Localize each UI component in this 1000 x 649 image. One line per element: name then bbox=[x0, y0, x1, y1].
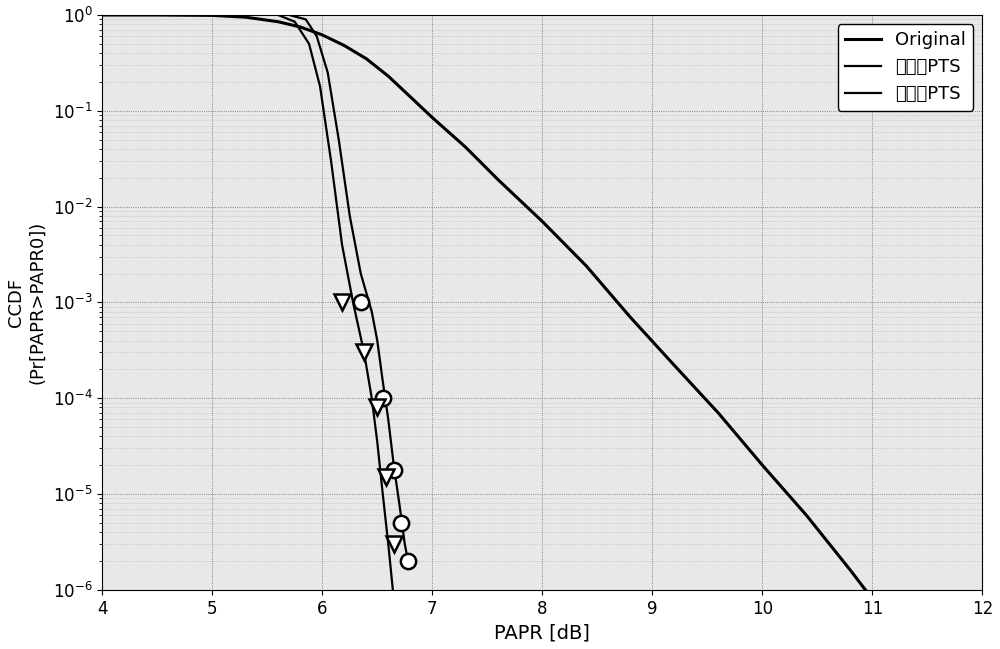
传统的PTS bbox=[283, 11, 295, 19]
改进的PTS bbox=[347, 299, 359, 306]
Original bbox=[316, 31, 328, 39]
传统的PTS bbox=[366, 308, 378, 315]
Y-axis label: CCDF
(Pr[PAPR>PAPR0]): CCDF (Pr[PAPR>PAPR0]) bbox=[7, 221, 46, 384]
改进的PTS bbox=[336, 241, 348, 249]
Line: Original: Original bbox=[102, 15, 977, 649]
改进的PTS bbox=[303, 40, 315, 48]
改进的PTS bbox=[314, 82, 326, 90]
传统的PTS bbox=[344, 212, 356, 220]
改进的PTS bbox=[358, 349, 370, 356]
改进的PTS bbox=[388, 595, 400, 603]
传统的PTS bbox=[393, 499, 405, 507]
改进的PTS bbox=[377, 490, 389, 498]
Original bbox=[536, 217, 548, 225]
改进的PTS bbox=[371, 438, 383, 446]
传统的PTS bbox=[371, 337, 383, 345]
Original bbox=[426, 114, 438, 121]
改进的PTS bbox=[272, 11, 284, 19]
Original bbox=[492, 176, 504, 184]
Line: 改进的PTS: 改进的PTS bbox=[278, 15, 397, 640]
传统的PTS bbox=[382, 415, 394, 423]
Legend: Original, 传统的PTS, 改进的PTS: Original, 传统的PTS, 改进的PTS bbox=[838, 24, 973, 110]
传统的PTS bbox=[355, 269, 367, 277]
Original bbox=[712, 409, 724, 417]
Original bbox=[756, 461, 768, 469]
Original bbox=[338, 42, 350, 49]
Original bbox=[151, 11, 163, 19]
Original bbox=[459, 143, 471, 151]
Original bbox=[239, 13, 251, 21]
Original bbox=[404, 93, 416, 101]
改进的PTS bbox=[382, 540, 394, 548]
Original bbox=[800, 511, 812, 519]
传统的PTS bbox=[300, 16, 312, 23]
Line: 传统的PTS: 传统的PTS bbox=[289, 15, 408, 561]
Original bbox=[580, 262, 592, 270]
传统的PTS bbox=[333, 136, 345, 143]
Original bbox=[206, 12, 218, 19]
传统的PTS bbox=[388, 461, 400, 469]
传统的PTS bbox=[399, 540, 411, 548]
Original bbox=[272, 18, 284, 26]
Original bbox=[624, 313, 636, 321]
传统的PTS bbox=[322, 69, 334, 77]
改进的PTS bbox=[325, 157, 337, 165]
Original bbox=[294, 23, 306, 31]
改进的PTS bbox=[366, 395, 378, 402]
Original bbox=[96, 11, 108, 19]
传统的PTS bbox=[311, 32, 323, 40]
Original bbox=[668, 361, 680, 369]
传统的PTS bbox=[402, 557, 414, 565]
改进的PTS bbox=[289, 18, 301, 26]
Original bbox=[844, 567, 856, 574]
Original bbox=[360, 55, 372, 62]
传统的PTS bbox=[377, 378, 389, 386]
Original bbox=[382, 72, 394, 80]
X-axis label: PAPR [dB]: PAPR [dB] bbox=[494, 623, 590, 642]
Original bbox=[888, 624, 900, 631]
改进的PTS bbox=[391, 636, 403, 644]
